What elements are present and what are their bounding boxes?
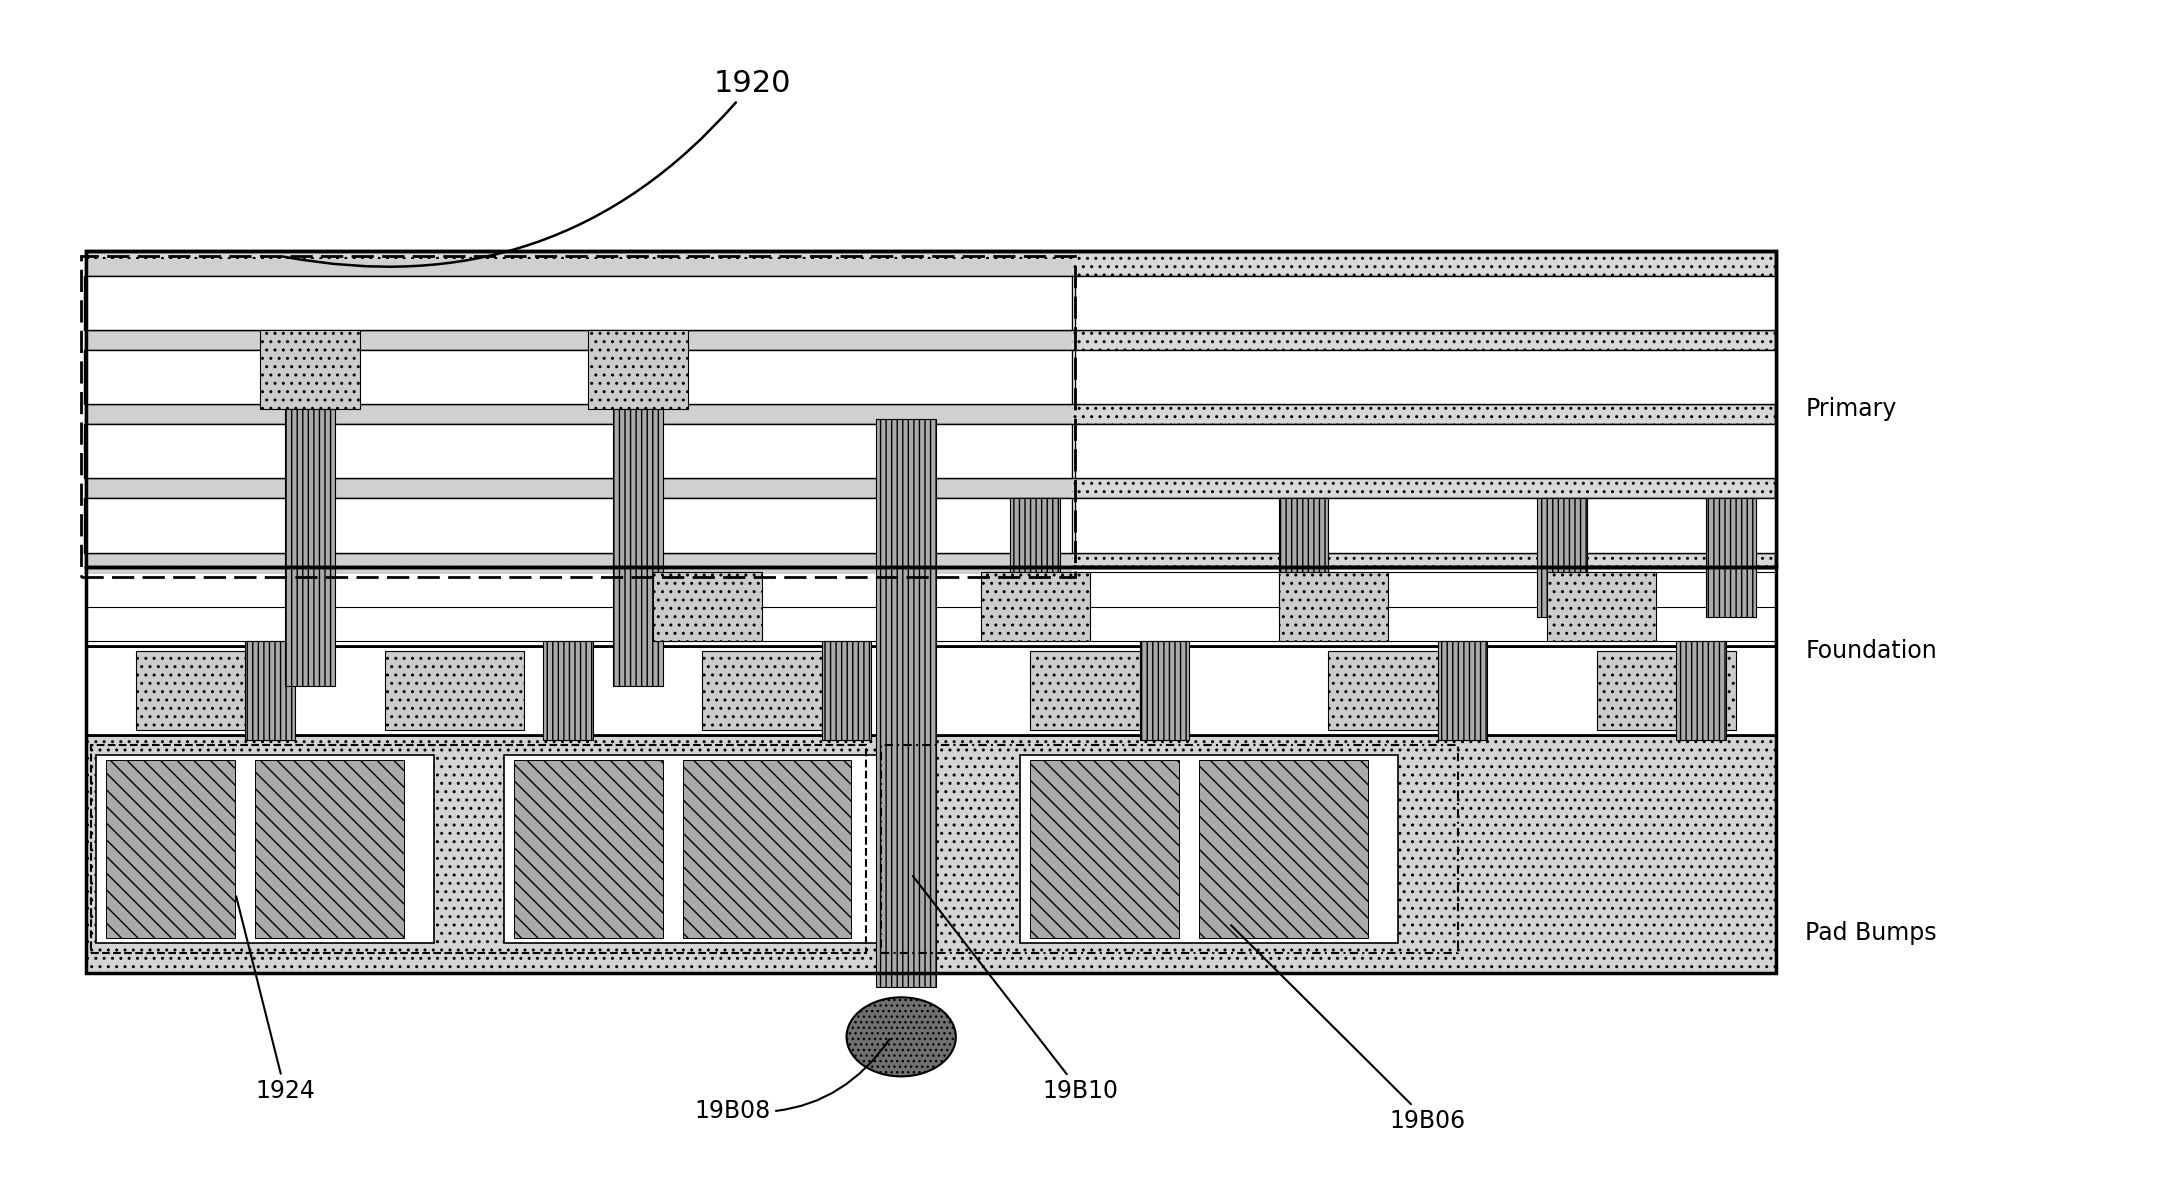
Bar	[1328, 651, 1469, 730]
Bar	[256, 760, 405, 938]
Bar	[87, 646, 1776, 735]
Bar	[882, 746, 1458, 953]
Bar	[589, 330, 687, 409]
Bar	[136, 651, 275, 730]
Bar	[1012, 498, 1059, 616]
Bar	[87, 498, 1776, 553]
Bar	[84, 498, 1072, 553]
Bar	[1547, 572, 1657, 642]
Bar	[505, 755, 882, 943]
Bar	[1031, 651, 1170, 730]
Bar	[1707, 498, 1757, 616]
Bar	[84, 259, 1072, 575]
Bar	[82, 256, 1074, 577]
Bar	[544, 642, 593, 740]
Bar	[1074, 275, 1776, 330]
Bar	[87, 350, 1776, 405]
Text: Foundation: Foundation	[1804, 639, 1936, 663]
Bar	[821, 642, 871, 740]
Bar	[1031, 760, 1178, 938]
Text: 1920: 1920	[284, 68, 791, 267]
Bar	[1139, 642, 1189, 740]
Bar	[1074, 424, 1776, 479]
Text: Pad Bumps: Pad Bumps	[1804, 920, 1936, 946]
Bar	[613, 409, 663, 686]
Ellipse shape	[847, 997, 955, 1076]
Bar	[87, 251, 1776, 567]
Text: Primary: Primary	[1804, 397, 1897, 421]
Bar	[1538, 498, 1588, 616]
Bar	[1278, 572, 1388, 642]
Bar	[1278, 498, 1328, 616]
Bar	[1200, 760, 1369, 938]
Bar	[87, 735, 1776, 973]
Bar	[95, 755, 433, 943]
Bar	[260, 330, 360, 409]
Bar	[877, 419, 936, 988]
Bar	[1676, 642, 1726, 740]
Bar	[87, 275, 1776, 330]
Bar	[386, 651, 524, 730]
Text: 1924: 1924	[236, 897, 314, 1104]
Bar	[702, 651, 843, 730]
Bar	[106, 760, 236, 938]
Bar	[1020, 755, 1397, 943]
Bar	[981, 572, 1089, 642]
Bar	[682, 760, 851, 938]
Bar	[513, 760, 663, 938]
Bar	[652, 572, 762, 642]
Bar	[286, 409, 336, 686]
Bar	[91, 746, 866, 953]
Bar	[87, 424, 1776, 479]
Bar	[1438, 642, 1488, 740]
Bar	[87, 567, 1776, 973]
Bar	[245, 642, 295, 740]
Bar	[84, 424, 1072, 479]
Text: 19B08: 19B08	[693, 1039, 890, 1123]
Text: 19B10: 19B10	[912, 876, 1118, 1104]
Bar	[84, 350, 1072, 405]
Bar	[84, 275, 1072, 330]
Bar	[87, 251, 1776, 567]
Bar	[87, 567, 1776, 646]
Bar	[1074, 350, 1776, 405]
Text: 19B06: 19B06	[1230, 925, 1466, 1132]
Bar	[1074, 498, 1776, 553]
Bar	[1596, 651, 1735, 730]
